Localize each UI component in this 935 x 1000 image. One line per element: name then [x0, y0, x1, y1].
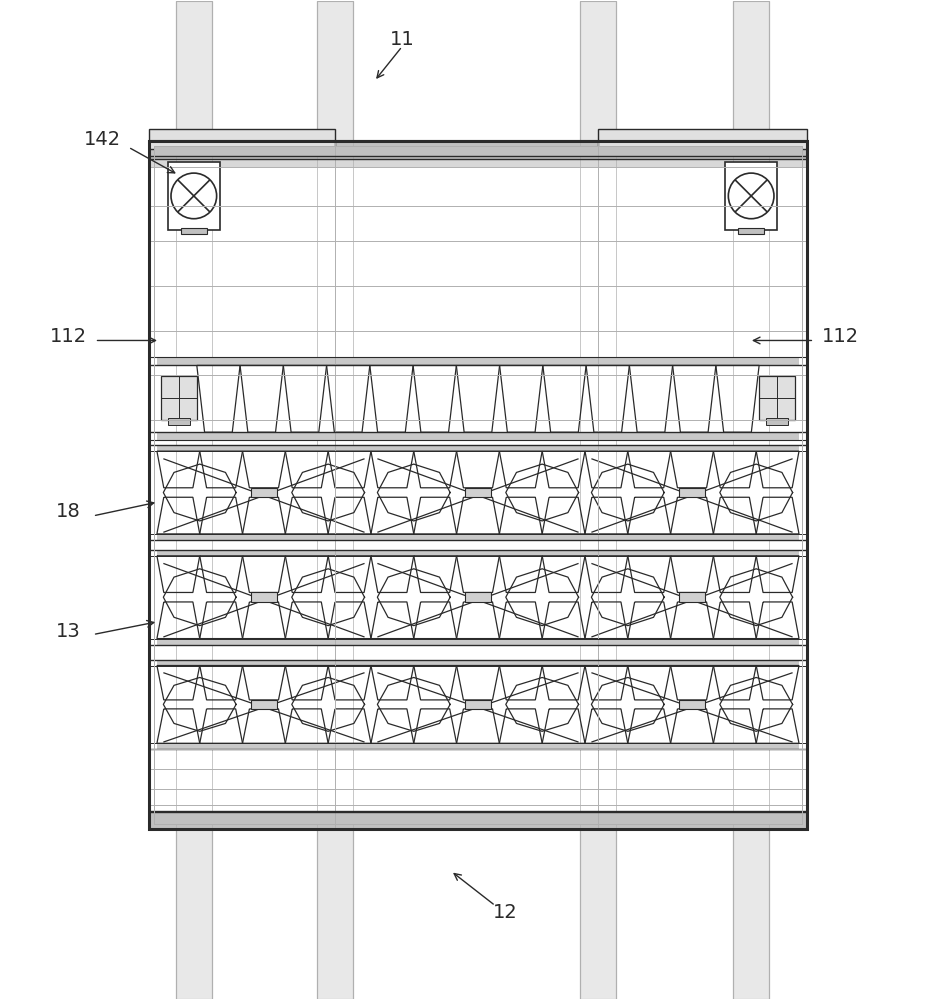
Bar — [157, 445, 799, 451]
Bar — [161, 376, 196, 420]
Bar — [759, 376, 795, 420]
Bar — [157, 550, 799, 556]
Bar — [733, 1, 770, 999]
Bar — [157, 743, 799, 749]
Text: 112: 112 — [50, 327, 87, 346]
Bar — [180, 228, 207, 234]
Bar — [149, 141, 807, 159]
Bar — [726, 162, 777, 230]
Text: 112: 112 — [822, 327, 859, 346]
Bar — [679, 592, 705, 602]
Bar — [679, 700, 705, 709]
Bar — [157, 357, 799, 365]
Text: 18: 18 — [56, 502, 81, 521]
Bar — [580, 1, 615, 999]
Bar — [176, 1, 211, 999]
Bar — [157, 660, 799, 666]
Bar — [157, 534, 799, 540]
Bar — [465, 488, 491, 497]
Bar — [154, 146, 802, 156]
Bar — [149, 159, 807, 167]
Bar — [149, 129, 336, 149]
Bar — [252, 700, 277, 709]
Bar — [465, 700, 491, 709]
Bar — [157, 639, 799, 645]
Bar — [739, 228, 764, 234]
Text: 13: 13 — [56, 622, 81, 641]
Bar — [767, 418, 788, 425]
Bar — [154, 812, 802, 824]
Bar — [149, 141, 807, 829]
Bar — [168, 162, 220, 230]
Bar — [154, 146, 802, 824]
Bar — [252, 488, 277, 497]
Circle shape — [171, 173, 217, 219]
Bar — [252, 592, 277, 602]
Text: 12: 12 — [493, 903, 517, 922]
Bar — [149, 141, 807, 829]
Bar — [465, 592, 491, 602]
Bar — [318, 1, 353, 999]
Bar — [149, 141, 807, 829]
Bar — [154, 146, 802, 824]
Text: 11: 11 — [390, 30, 414, 49]
Bar — [597, 129, 807, 149]
Bar — [679, 488, 705, 497]
Bar — [157, 432, 799, 440]
Bar — [149, 811, 807, 829]
Circle shape — [728, 173, 774, 219]
Bar — [168, 418, 190, 425]
Text: 142: 142 — [83, 130, 121, 149]
